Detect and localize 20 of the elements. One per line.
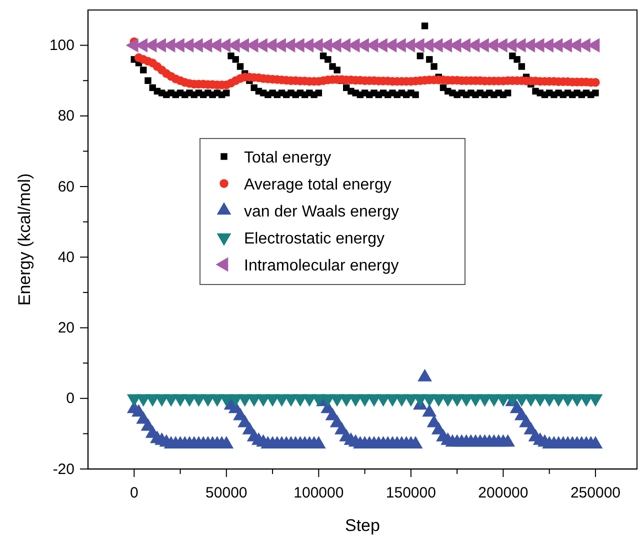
y-tick-label: 40 — [58, 248, 74, 266]
x-tick-label: 200000 — [478, 484, 528, 502]
legend-label: Average total energy — [244, 176, 392, 194]
x-axis-title: Step — [345, 516, 380, 535]
legend-label: Intramolecular energy — [244, 258, 399, 274]
y-tick-label: 0 — [66, 390, 74, 408]
y-tick-label: 100 — [49, 37, 74, 54]
y-tick-label: 20 — [58, 320, 74, 337]
y-tick-label: -20 — [52, 460, 74, 478]
y-tick-label: 80 — [58, 108, 74, 125]
x-tick-label: 250000 — [570, 484, 621, 502]
x-tick-label: 150000 — [386, 484, 436, 502]
x-tick-label: 50000 — [206, 484, 248, 502]
legend-label: van der Waals energy — [244, 204, 400, 220]
y-tick-label: 60 — [58, 178, 74, 196]
legend-label: Electrostatic energy — [244, 230, 385, 248]
y-axis-title: Energy (kcal/mol) — [15, 173, 34, 306]
x-tick-label: 0 — [130, 484, 138, 502]
legend-label: Total energy — [244, 150, 332, 166]
x-tick-label: 100000 — [294, 484, 344, 502]
